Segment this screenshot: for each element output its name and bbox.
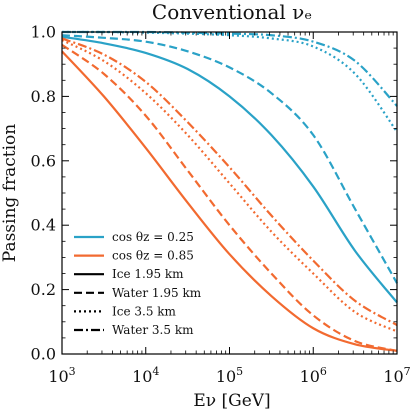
y-tick-label-5: 1.0 [31,23,56,42]
series-line-1 [61,34,398,284]
legend-label-1: cos θz = 0.85 [112,249,194,263]
y-tick-label-1: 0.2 [31,280,56,299]
ticks-layer [61,31,398,355]
x-tick-label-4: 107 [383,365,410,386]
legend: cos θz = 0.25 cos θz = 0.85 Ice 1.95 km Wat… [74,230,202,337]
x-tick-label-2: 105 [216,365,243,386]
series-line-0 [61,35,398,304]
legend-label-3: Water 1.95 km [112,286,202,300]
x-tick-label-1: 104 [132,365,159,386]
legend-label-4: Ice 3.5 km [112,304,177,318]
series-line-6 [61,39,398,333]
labels-layer: 103 104 105 106 107 0.0 0.2 0.4 0.6 0.8 1.0 [31,23,411,387]
x-axis-title: Eν [GeV] [193,391,270,411]
y-axis-title: Passing fraction [0,124,20,263]
x-tick-label-3: 106 [300,365,327,386]
series-line-3 [61,30,398,107]
series-layer [61,30,398,352]
legend-label-5: Water 3.5 km [112,323,194,337]
legend-label-2: Ice 1.95 km [112,267,184,281]
x-tick-label-0: 103 [48,365,75,386]
y-tick-label-3: 0.6 [31,151,56,170]
legend-label-0: cos θz = 0.25 [112,230,194,244]
series-line-7 [61,37,398,326]
y-tick-label-4: 0.8 [31,87,56,106]
chart-title: Conventional νₑ [152,0,312,24]
y-tick-label-2: 0.4 [31,216,56,235]
y-tick-label-0: 0.0 [31,345,56,364]
series-line-4 [61,50,398,352]
